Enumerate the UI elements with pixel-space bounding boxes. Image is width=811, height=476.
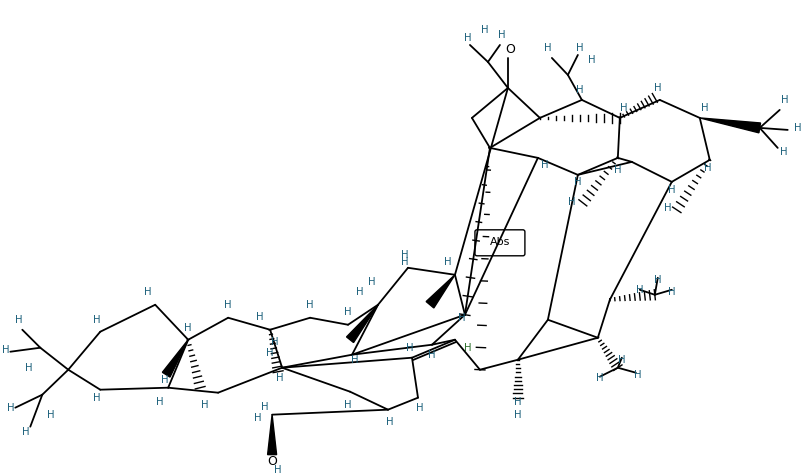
Text: H: H bbox=[703, 163, 710, 173]
Text: H: H bbox=[22, 426, 29, 436]
Text: H: H bbox=[667, 185, 675, 195]
Text: H: H bbox=[613, 165, 620, 175]
Text: H: H bbox=[427, 350, 436, 360]
Text: H: H bbox=[653, 275, 661, 285]
Text: H: H bbox=[780, 95, 787, 105]
Text: H: H bbox=[24, 363, 32, 373]
Text: H: H bbox=[344, 307, 351, 317]
Polygon shape bbox=[162, 340, 188, 377]
Text: H: H bbox=[401, 257, 408, 267]
Text: H: H bbox=[46, 410, 54, 420]
Text: H: H bbox=[157, 397, 164, 407]
Text: H: H bbox=[161, 375, 169, 385]
Text: H: H bbox=[2, 345, 9, 355]
Text: H: H bbox=[779, 147, 787, 157]
Text: H: H bbox=[416, 403, 423, 413]
Text: H: H bbox=[633, 370, 641, 380]
Text: H: H bbox=[406, 343, 414, 353]
Text: H: H bbox=[667, 287, 675, 297]
Text: H: H bbox=[620, 103, 627, 113]
Text: H: H bbox=[93, 393, 101, 403]
Text: H: H bbox=[444, 257, 451, 267]
Text: H: H bbox=[700, 103, 708, 113]
Text: H: H bbox=[271, 337, 278, 347]
Text: H: H bbox=[201, 400, 208, 410]
Text: H: H bbox=[573, 177, 581, 187]
Text: H: H bbox=[498, 30, 505, 40]
Text: H: H bbox=[587, 55, 594, 65]
Polygon shape bbox=[426, 275, 454, 308]
Text: H: H bbox=[464, 343, 471, 353]
Text: H: H bbox=[93, 315, 101, 325]
Text: H: H bbox=[401, 250, 408, 260]
Text: H: H bbox=[266, 348, 273, 358]
Text: H: H bbox=[306, 300, 313, 310]
Text: H: H bbox=[144, 287, 152, 297]
Polygon shape bbox=[268, 415, 277, 455]
Text: H: H bbox=[513, 410, 521, 420]
FancyBboxPatch shape bbox=[474, 230, 524, 256]
Text: H: H bbox=[6, 403, 14, 413]
Text: H: H bbox=[457, 313, 466, 323]
Text: Abs: Abs bbox=[489, 237, 509, 247]
Text: H: H bbox=[543, 43, 551, 53]
Text: H: H bbox=[276, 373, 284, 383]
Text: H: H bbox=[464, 33, 471, 43]
Text: H: H bbox=[274, 465, 281, 475]
Text: H: H bbox=[513, 397, 521, 407]
Text: H: H bbox=[184, 323, 191, 333]
Text: H: H bbox=[575, 43, 583, 53]
Polygon shape bbox=[346, 305, 378, 343]
Polygon shape bbox=[699, 118, 760, 133]
Text: O: O bbox=[504, 43, 514, 57]
Text: H: H bbox=[663, 203, 671, 213]
Text: H: H bbox=[356, 287, 363, 297]
Text: H: H bbox=[653, 83, 661, 93]
Text: H: H bbox=[568, 197, 575, 207]
Text: O: O bbox=[267, 455, 277, 468]
Text: H: H bbox=[224, 300, 232, 310]
Text: H: H bbox=[256, 312, 264, 322]
Text: H: H bbox=[351, 355, 358, 365]
Text: H: H bbox=[481, 25, 488, 35]
Text: H: H bbox=[386, 416, 393, 426]
Text: H: H bbox=[793, 123, 800, 133]
Text: H: H bbox=[261, 402, 268, 412]
Text: H: H bbox=[540, 160, 548, 170]
Text: H: H bbox=[15, 315, 22, 325]
Text: H: H bbox=[368, 277, 375, 287]
Text: H: H bbox=[595, 373, 603, 383]
Text: H: H bbox=[344, 400, 351, 410]
Text: H: H bbox=[254, 413, 261, 423]
Text: H: H bbox=[635, 285, 643, 295]
Text: H: H bbox=[575, 85, 583, 95]
Text: H: H bbox=[617, 355, 624, 365]
